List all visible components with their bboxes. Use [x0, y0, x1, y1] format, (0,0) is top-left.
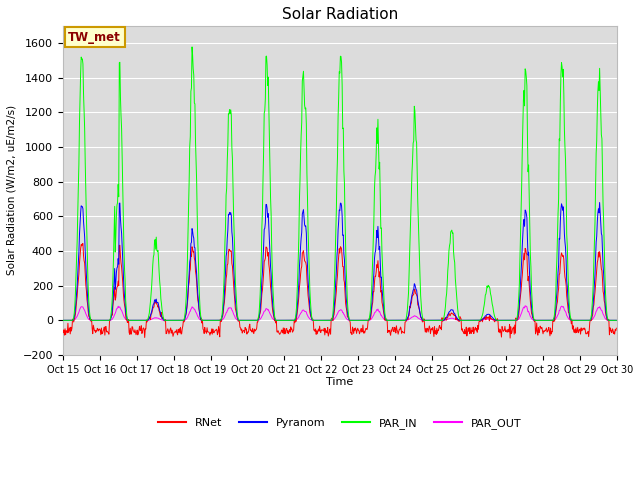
Pyranom: [85, 312, 93, 318]
PAR_IN: [85, 306, 93, 312]
Line: Pyranom: Pyranom: [63, 203, 616, 320]
PAR_OUT: [586, 317, 593, 323]
X-axis label: Time: Time: [326, 377, 353, 387]
Pyranom: [59, 317, 67, 323]
PAR_IN: [59, 317, 67, 323]
Pyranom: [162, 317, 170, 323]
RNet: [586, 319, 594, 325]
Pyranom: [385, 317, 393, 323]
RNet: [595, 249, 602, 255]
Pyranom: [289, 317, 296, 323]
Legend: RNet, Pyranom, PAR_IN, PAR_OUT: RNet, Pyranom, PAR_IN, PAR_OUT: [154, 413, 525, 433]
PAR_IN: [162, 317, 170, 323]
Pyranom: [596, 200, 604, 205]
PAR_OUT: [162, 317, 170, 323]
PAR_IN: [586, 317, 593, 323]
PAR_OUT: [385, 317, 393, 323]
RNet: [506, 335, 514, 341]
RNet: [289, 328, 297, 334]
PAR_IN: [594, 88, 602, 94]
Title: Solar Radiation: Solar Radiation: [282, 7, 398, 22]
PAR_OUT: [612, 317, 620, 323]
RNet: [612, 325, 620, 331]
RNet: [86, 317, 93, 323]
Pyranom: [585, 317, 593, 323]
PAR_IN: [386, 317, 394, 323]
RNet: [79, 240, 87, 246]
PAR_IN: [188, 44, 196, 50]
PAR_IN: [289, 317, 297, 323]
RNet: [386, 327, 394, 333]
Pyranom: [593, 219, 601, 225]
PAR_OUT: [59, 317, 67, 323]
PAR_OUT: [594, 305, 602, 311]
Text: TW_met: TW_met: [68, 31, 121, 44]
RNet: [59, 326, 67, 332]
PAR_OUT: [85, 317, 93, 323]
RNet: [162, 331, 170, 336]
PAR_OUT: [289, 317, 296, 323]
PAR_OUT: [522, 303, 529, 309]
Y-axis label: Solar Radiation (W/m2, uE/m2/s): Solar Radiation (W/m2, uE/m2/s): [7, 106, 17, 276]
Line: PAR_IN: PAR_IN: [63, 47, 616, 320]
PAR_IN: [612, 317, 620, 323]
Line: RNet: RNet: [63, 243, 616, 338]
Pyranom: [612, 317, 620, 323]
Line: PAR_OUT: PAR_OUT: [63, 306, 616, 320]
